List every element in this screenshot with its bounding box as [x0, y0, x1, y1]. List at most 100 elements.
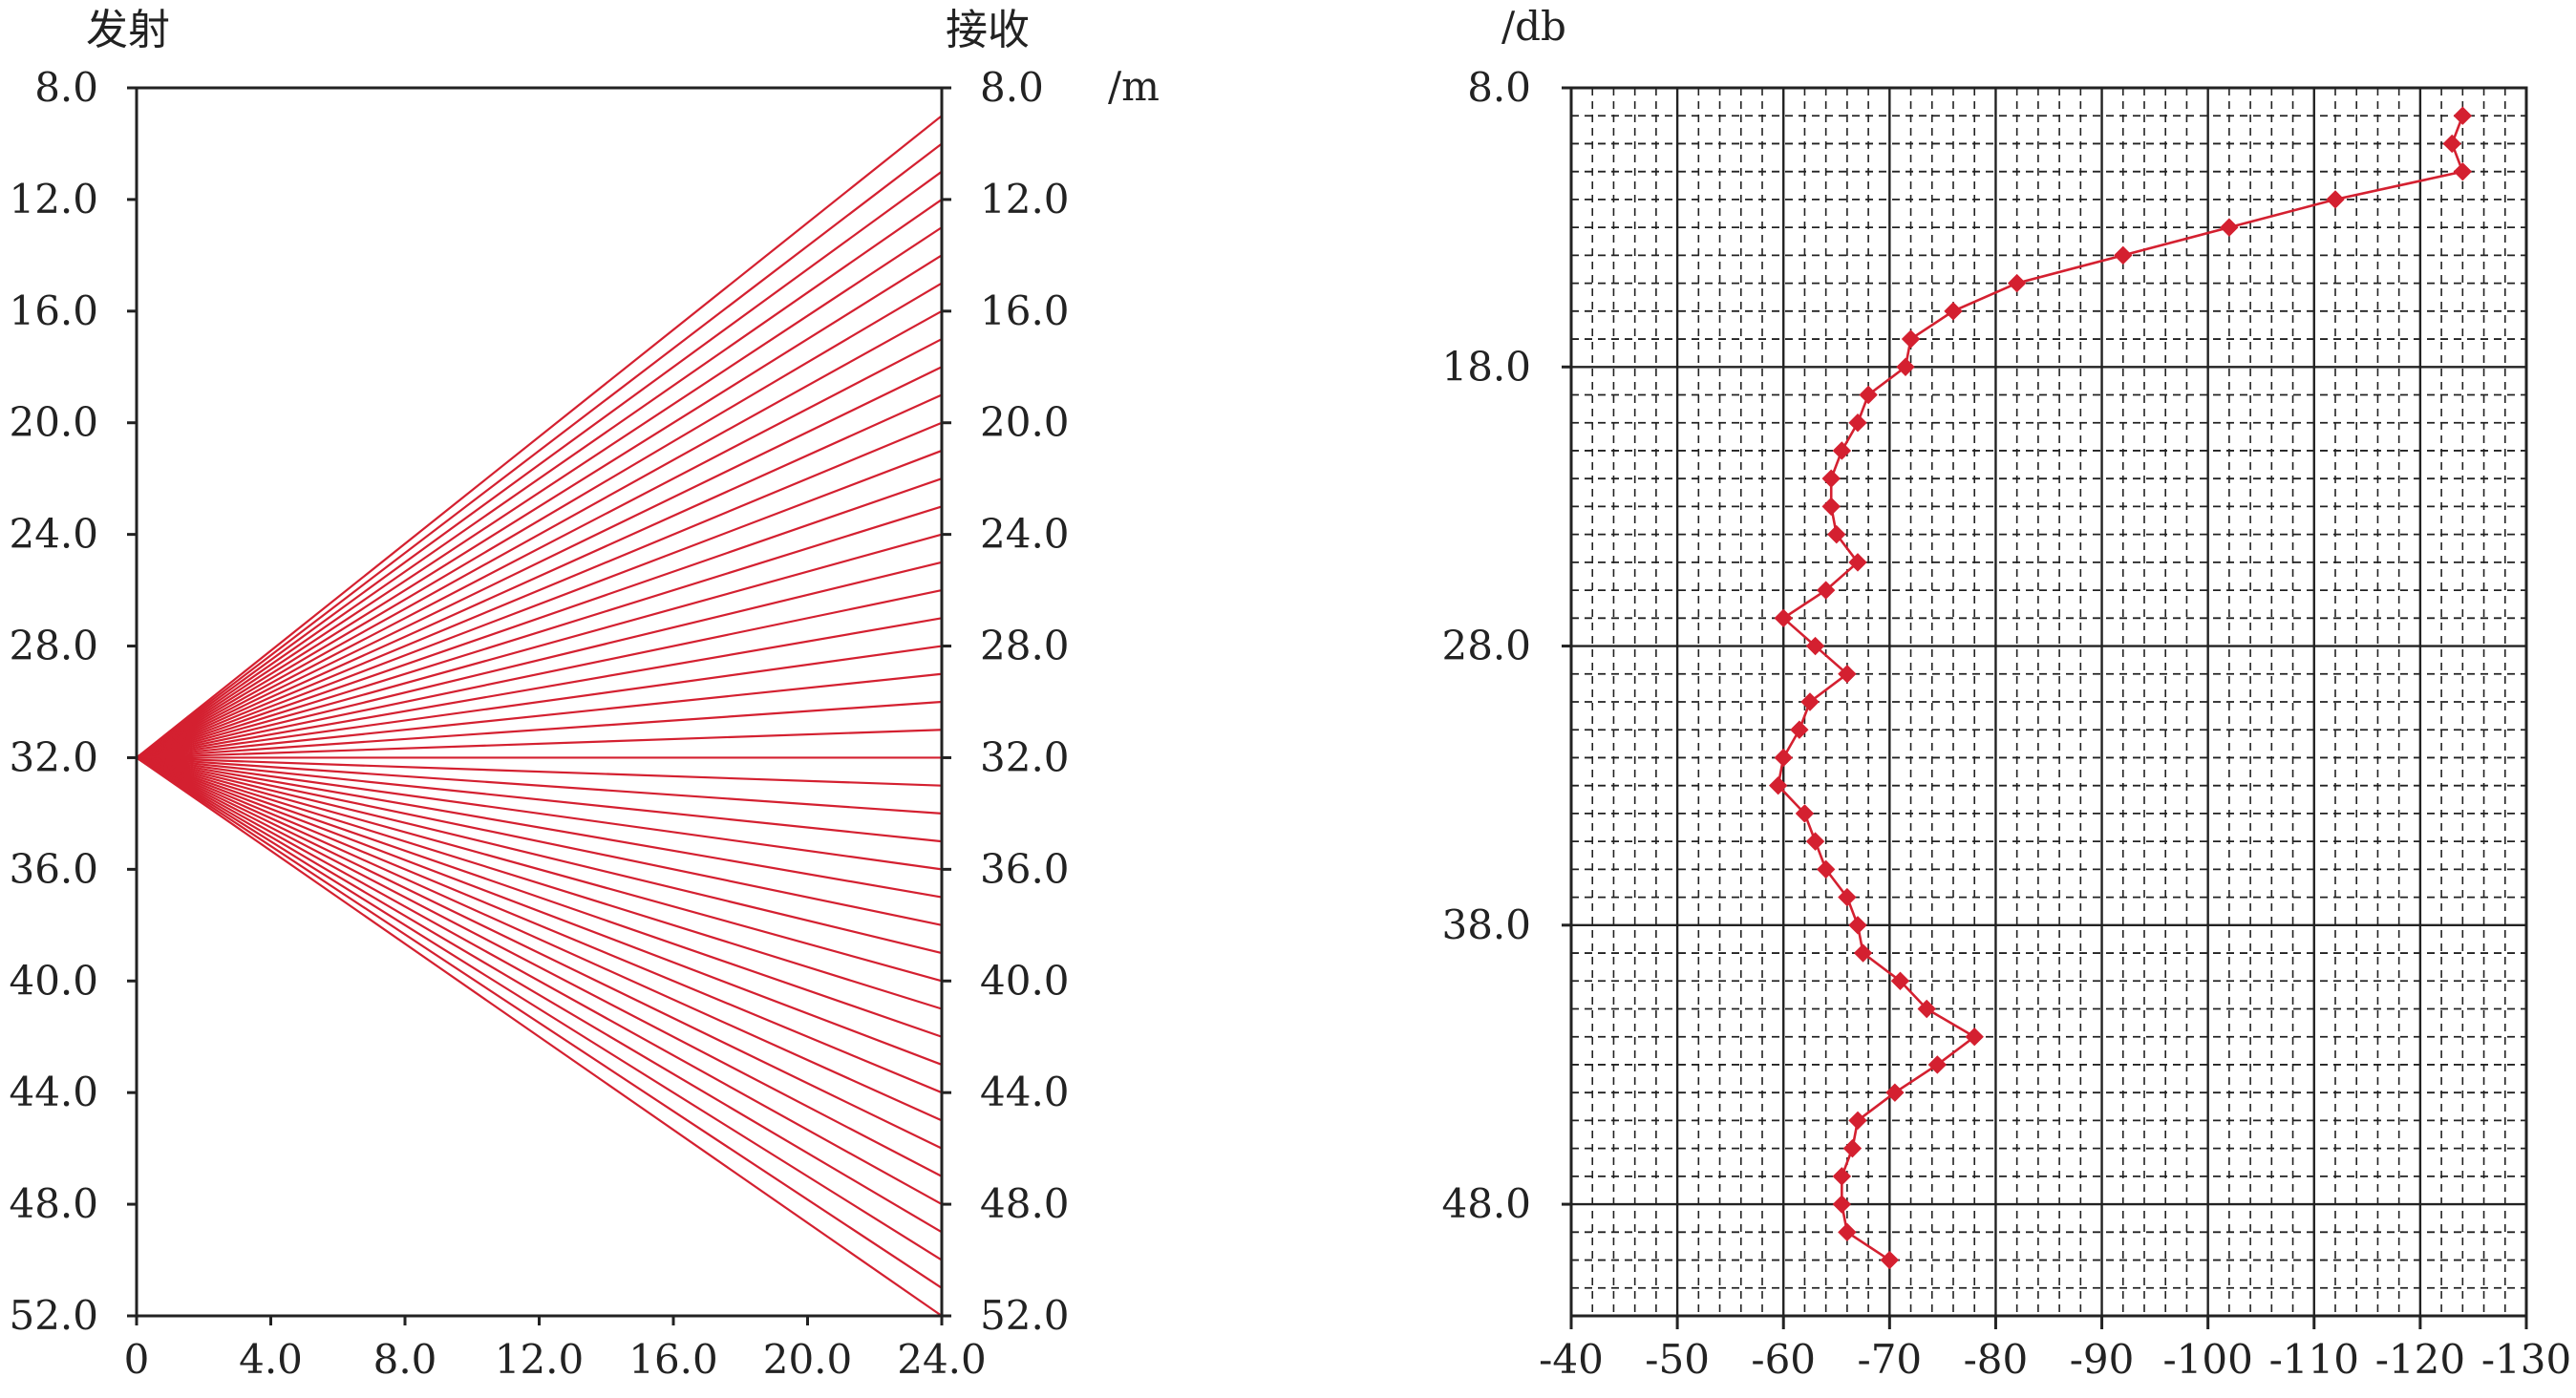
- ray-line: [136, 756, 943, 1038]
- left-tick-label: 24.0: [9, 511, 98, 558]
- attenuation-point: [2114, 245, 2133, 265]
- attenuation-point: [1838, 1222, 1857, 1242]
- attenuation-point: [1859, 385, 1878, 405]
- y-tick-label: 18.0: [1441, 343, 1531, 390]
- left-tick-label: 40.0: [9, 957, 98, 1004]
- ray-line: [136, 756, 943, 926]
- ray-line: [136, 756, 943, 1261]
- x-tick-label: 4.0: [239, 1336, 303, 1383]
- ray-line: [136, 756, 943, 1122]
- attenuation-point: [1842, 1138, 1863, 1158]
- ray-line: [136, 226, 943, 759]
- ray-line: [136, 199, 943, 759]
- attenuation-point: [1896, 357, 1915, 376]
- left-tick-label: 44.0: [9, 1069, 98, 1115]
- ray-line: [136, 366, 943, 759]
- ray-line: [136, 756, 943, 1150]
- ray-line: [136, 756, 943, 1289]
- attenuation-point: [2453, 161, 2473, 181]
- right-tick-label: 28.0: [980, 623, 1070, 669]
- attenuation-point: [1805, 832, 1825, 851]
- attenuation-line: [1777, 115, 2465, 1261]
- ray-line: [136, 421, 943, 759]
- attenuation-point: [1821, 497, 1841, 517]
- attenuation-point: [1965, 1027, 1984, 1047]
- x-tick-label: -60: [1751, 1336, 1816, 1383]
- x-tick-label: -40: [1539, 1336, 1604, 1383]
- right-tick-label: 48.0: [980, 1180, 1070, 1227]
- attenuation-point: [1805, 636, 1825, 656]
- attenuation-axes: [1569, 86, 2528, 1318]
- attenuation-point: [1768, 775, 1788, 795]
- ray-line: [136, 561, 943, 759]
- left-tick-label: 36.0: [9, 845, 98, 892]
- left-depth-axis: 8.0 12.0 16.0 20.0 24.0 28.0 32.0 36.0 40.0 44.0 4…: [9, 64, 137, 1339]
- ray-line: [136, 449, 943, 759]
- ray-line: [136, 756, 943, 1206]
- right-tick-label: 44.0: [980, 1069, 1070, 1115]
- ray-line: [136, 756, 943, 816]
- attenuation-depth-axis: 8.0 18.0 28.0 38.0 48.0: [1441, 64, 1571, 1227]
- right-depth-axis: 8.0 12.0 16.0 20.0 24.0 28.0 32.0 36.0 40.0 44.0 4…: [942, 64, 1070, 1339]
- attenuation-point: [1848, 413, 1867, 433]
- attenuation-value-axis: -40 -50 -60 -70 -80 -90 -100 -110 -120 -130: [1539, 1316, 2571, 1383]
- ray-line: [136, 254, 943, 759]
- attenuation-point: [1880, 1250, 1900, 1270]
- right-tick-label: 20.0: [980, 399, 1070, 446]
- x-tick-label: -110: [2269, 1336, 2359, 1383]
- ray-line: [136, 617, 943, 759]
- attenuation-point: [2453, 106, 2473, 125]
- x-tick-label: -50: [1645, 1336, 1710, 1383]
- x-tick-label: -120: [2375, 1336, 2465, 1383]
- attenuation-point: [1832, 1195, 1852, 1214]
- ray-line: [136, 756, 943, 787]
- attenuation-point: [1774, 608, 1793, 628]
- attenuation-point: [2442, 134, 2461, 154]
- attenuation-point: [1885, 1083, 1905, 1102]
- left-tick-label: 12.0: [9, 176, 98, 222]
- attenuation-point: [2220, 218, 2239, 237]
- attenuation-series: [1768, 106, 2473, 1270]
- right-tick-label: 52.0: [980, 1292, 1070, 1339]
- attenuation-point: [1774, 748, 1793, 768]
- attenuation-point: [1838, 665, 1857, 684]
- attenuation-point: [1917, 999, 1936, 1019]
- ray-line: [136, 393, 943, 759]
- left-tick-label: 48.0: [9, 1180, 98, 1227]
- ray-line: [136, 282, 943, 759]
- ray-line: [136, 756, 943, 1234]
- y-tick-label: 38.0: [1441, 901, 1531, 948]
- ray-line: [136, 729, 943, 759]
- ray-line: [136, 756, 943, 1094]
- attenuation-point: [1790, 720, 1809, 739]
- attenuation-point: [1816, 859, 1836, 879]
- attenuation-point: [1795, 804, 1815, 823]
- x-tick-label: 20.0: [763, 1336, 853, 1383]
- attenuation-unit-label: /db: [1501, 3, 1566, 50]
- x-tick-label: 8.0: [373, 1336, 437, 1383]
- right-tick-label: 32.0: [980, 733, 1070, 780]
- right-tick-label: 36.0: [980, 845, 1070, 892]
- x-tick-label: 24.0: [897, 1336, 987, 1383]
- ray-line: [136, 700, 943, 759]
- attenuation-point: [1853, 943, 1873, 963]
- ray-line: [136, 756, 943, 1066]
- x-tick-label: -130: [2481, 1336, 2571, 1383]
- ray-line: [136, 170, 943, 759]
- ray-line: [136, 477, 943, 759]
- attenuation-point: [1800, 692, 1820, 711]
- y-tick-label: 8.0: [1467, 64, 1531, 111]
- attenuation-point: [1821, 469, 1841, 488]
- plot-frame: [1569, 86, 2528, 1318]
- attenuation-point: [1848, 1111, 1867, 1131]
- ray-line: [136, 142, 943, 759]
- ray-line: [136, 533, 943, 759]
- ray-line: [136, 756, 943, 871]
- ray-line: [136, 645, 943, 759]
- attenuation-point: [2326, 190, 2345, 209]
- ray-line: [136, 756, 943, 1177]
- right-axis-title: 接收: [946, 6, 1030, 54]
- left-tick-label: 20.0: [9, 399, 98, 446]
- x-tick-label: -100: [2162, 1336, 2252, 1383]
